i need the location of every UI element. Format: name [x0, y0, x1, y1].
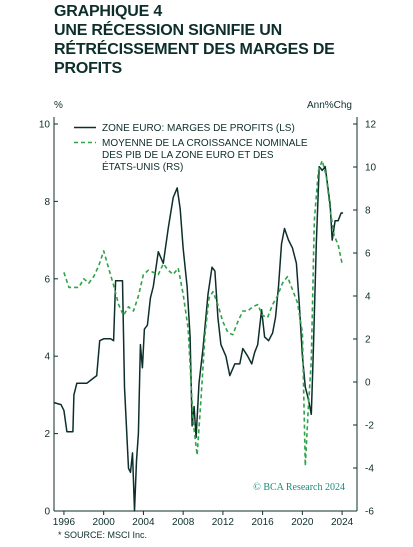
chart-title: GRAPHIQUE 4 UNE RÉCESSION SIGNIFIE UN RÉ… — [54, 3, 335, 77]
left-tick-label: 2 — [44, 429, 50, 440]
legend-label: ZONE EURO: MARGES DE PROFITS (LS) — [102, 123, 295, 134]
series-line-profit-margins — [53, 165, 344, 512]
series-line-gdp-growth — [63, 159, 343, 467]
x-tick-label: 1996 — [53, 517, 76, 528]
x-tick-label: 2000 — [93, 517, 116, 528]
right-tick-label: 12 — [365, 120, 377, 131]
x-tick-label: 2016 — [251, 517, 274, 528]
x-tick-label: 2012 — [212, 517, 235, 528]
left-tick-label: 6 — [44, 274, 50, 285]
legend-label: MOYENNE DE LA CROISSANCE NOMINALE DES PIB… — [102, 138, 308, 173]
right-tick-label: 8 — [365, 206, 371, 217]
right-tick-label: -6 — [365, 507, 374, 518]
x-tick-label: 2008 — [172, 517, 195, 528]
right-tick-label: -2 — [365, 421, 374, 432]
series-lines — [53, 159, 344, 512]
left-axis-unit: % — [54, 100, 63, 111]
legend: ZONE EURO: MARGES DE PROFITS (LS) MOYENNE… — [74, 123, 308, 173]
left-tick-label: 10 — [39, 120, 51, 131]
right-tick-label: 0 — [365, 378, 371, 389]
left-tick-label: 8 — [44, 197, 50, 208]
right-axis-unit: Ann%Chg — [307, 100, 352, 111]
source-note: * SOURCE: MSCI Inc. — [58, 530, 148, 540]
x-tick-label: 2004 — [132, 517, 155, 528]
x-tick-label: 2020 — [291, 517, 314, 528]
watermark: © BCA Research 2024 — [253, 482, 345, 493]
right-tick-label: -4 — [365, 464, 374, 475]
left-tick-label: 0 — [44, 507, 50, 518]
right-tick-label: 10 — [365, 163, 377, 174]
axes — [53, 117, 358, 512]
left-tick-label: 4 — [44, 352, 50, 363]
x-tick-label: 2024 — [331, 517, 354, 528]
right-tick-label: 4 — [365, 292, 371, 303]
ticks: 0 2 4 6 8 10 -6 -4 -2 0 2 4 6 8 10 12 1996 2000 2004 2008 20… — [39, 120, 377, 529]
right-tick-label: 2 — [365, 335, 371, 346]
right-tick-label: 6 — [365, 249, 371, 260]
